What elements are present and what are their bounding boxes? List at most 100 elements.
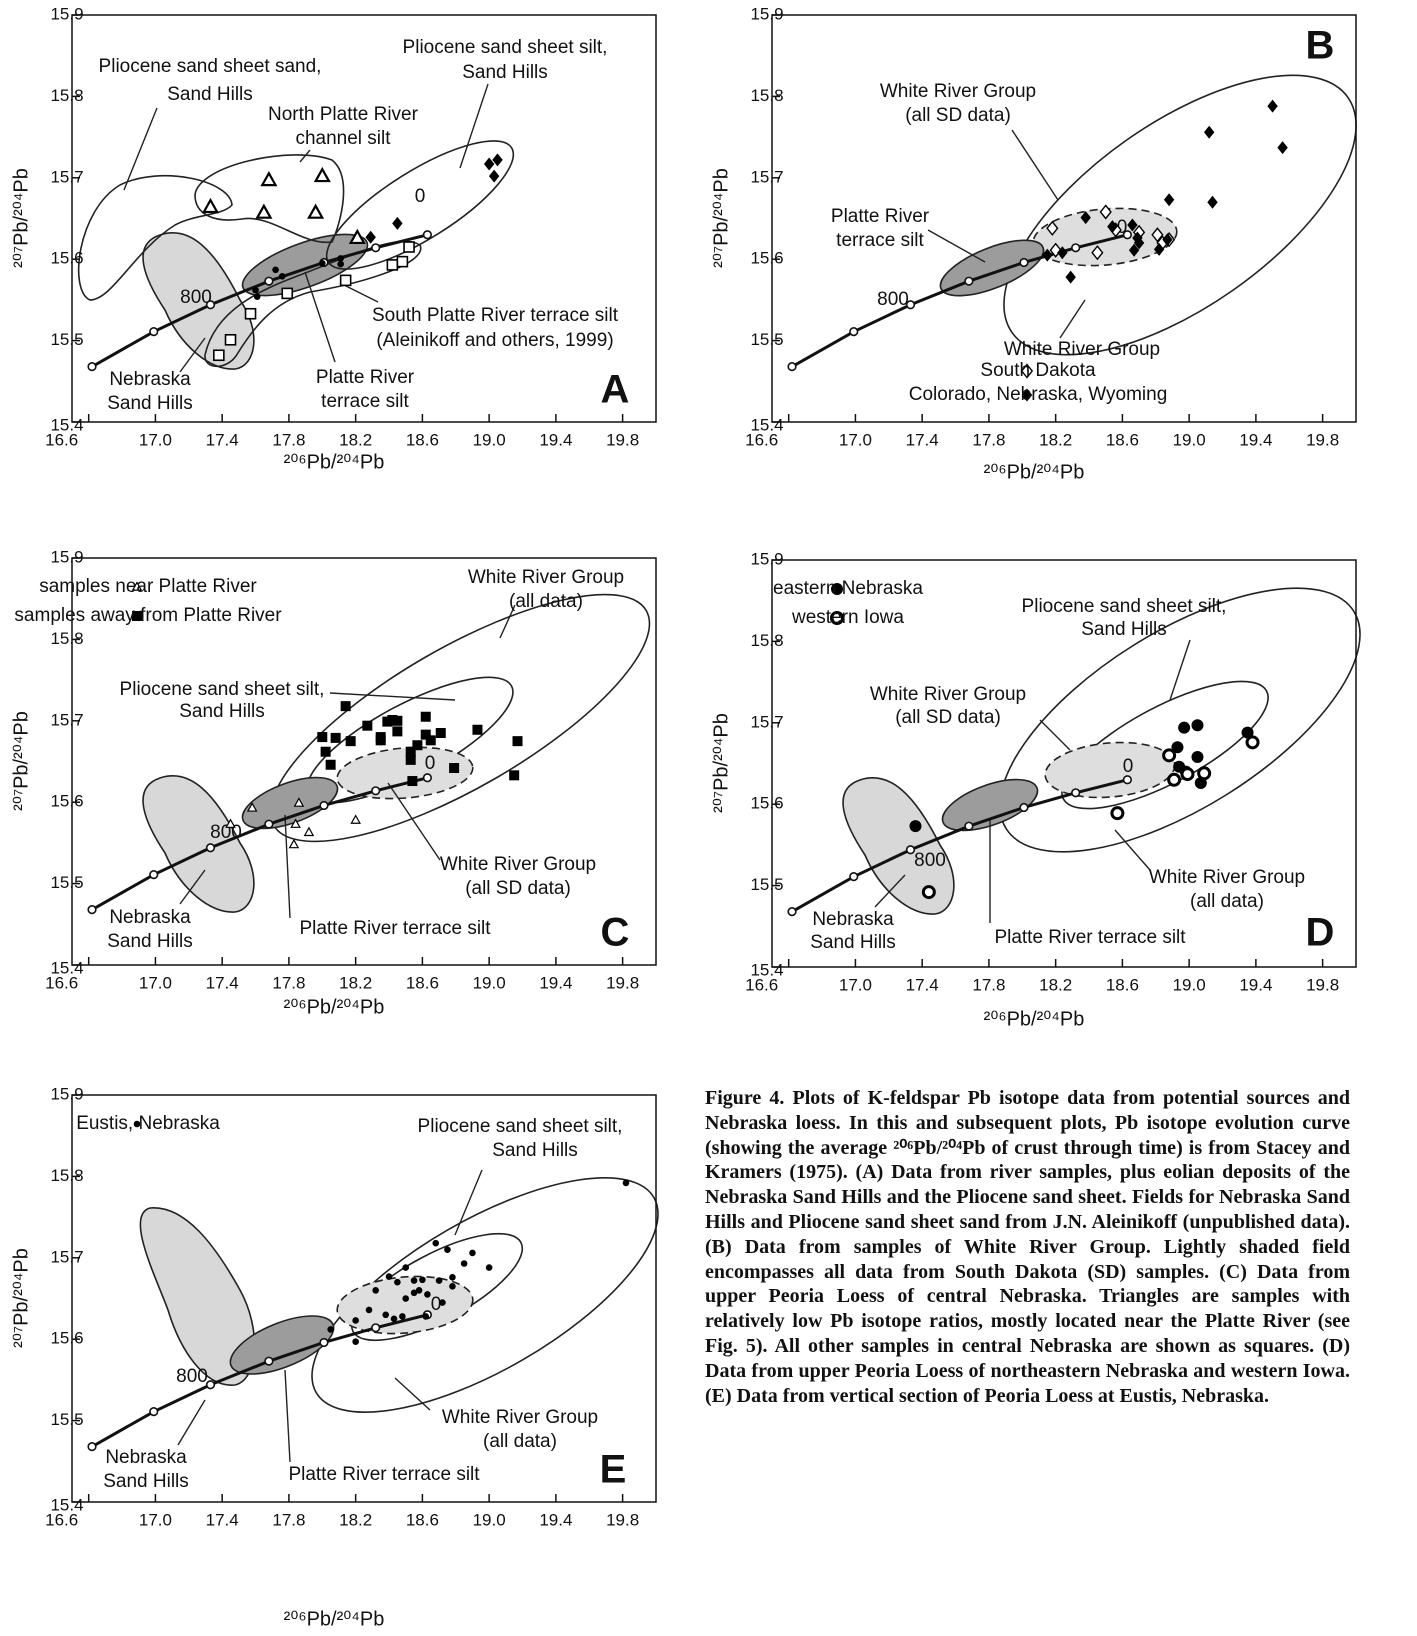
field <box>1003 74 1357 356</box>
curve-point <box>905 845 916 855</box>
y-tick-label: 15.9 <box>750 4 783 23</box>
x-tick-label: 19.0 <box>1173 975 1206 994</box>
data-point <box>512 736 523 747</box>
leader-line <box>927 129 1086 339</box>
annotation: White River Group <box>1149 867 1305 888</box>
data-point <box>402 1264 410 1271</box>
annotation: White River Group <box>440 854 596 875</box>
legend-label: samples away from Platte River <box>14 605 282 626</box>
data-point <box>1099 204 1112 220</box>
curve-point <box>205 1380 216 1390</box>
data-point <box>303 826 315 837</box>
x-tick-label: 18.6 <box>1106 975 1139 994</box>
y-axis-label: ²⁰⁷Pb/²⁰⁴Pb <box>710 168 732 268</box>
data-point <box>365 1306 373 1314</box>
x-tick-label: 17.8 <box>272 1510 305 1529</box>
x-tick-label: 16.6 <box>45 430 78 449</box>
panel: White River Group (all data) Pliocene sa… <box>10 547 657 1018</box>
curve-point <box>319 1337 329 1348</box>
field <box>336 746 474 800</box>
data-point <box>405 754 416 765</box>
data-point <box>444 1246 451 1253</box>
data-point <box>622 1179 630 1187</box>
data-point <box>293 797 305 807</box>
legend-symbol <box>132 611 142 621</box>
x-tick-label: 17.4 <box>206 1510 239 1529</box>
data-point <box>392 715 403 726</box>
x-tick-label: 17.0 <box>139 430 172 449</box>
annotation: terrace silt <box>321 391 409 412</box>
data-point <box>318 259 326 267</box>
field <box>1044 741 1176 799</box>
annotation: Platte River terrace silt <box>288 1464 480 1485</box>
x-axis-label: ²⁰⁶Pb/²⁰⁴Pb <box>284 451 385 473</box>
data-point <box>382 1311 389 1319</box>
x-tick-label: 19.8 <box>1306 430 1339 449</box>
field <box>142 775 255 913</box>
y-tick-label: 15.7 <box>750 712 783 731</box>
panel: White River Group (all SD data) Platte R… <box>710 4 1357 483</box>
annotation: 0 <box>1123 756 1134 777</box>
field <box>311 1177 659 1413</box>
data-point <box>412 740 423 751</box>
annotation: Sand Hills <box>167 84 253 105</box>
curve-point <box>371 1323 381 1333</box>
data-point <box>372 1287 379 1294</box>
data-point <box>320 746 331 757</box>
legend-label: western Iowa <box>791 607 904 628</box>
x-tick-label: 17.4 <box>206 430 239 449</box>
x-tick-label: 16.6 <box>45 973 78 992</box>
curve-point <box>87 362 97 372</box>
panel-label: C <box>601 911 630 955</box>
data-point <box>415 1287 423 1294</box>
y-tick-label: 15.7 <box>50 710 83 729</box>
annotation: Sand Hills <box>492 1140 578 1161</box>
x-tick-label: 18.2 <box>339 1510 372 1529</box>
x-tick-label: 19.4 <box>539 430 572 449</box>
panel: Pliocene sand sheet silt, Sand Hills 0 8… <box>10 1084 659 1630</box>
x-axis-label: ²⁰⁶Pb/²⁰⁴Pb <box>984 1008 1085 1030</box>
annotation: Pliocene sand sheet silt, <box>418 1116 623 1137</box>
field <box>336 1275 474 1335</box>
curve-point <box>264 276 274 286</box>
y-axis-label: ²⁰⁷Pb/²⁰⁴Pb <box>10 711 32 811</box>
plot-frame <box>71 1094 657 1503</box>
data-point <box>1203 125 1215 139</box>
data-point <box>1057 246 1068 260</box>
data-point <box>435 728 446 739</box>
x-tick-label: 18.6 <box>1106 430 1139 449</box>
x-tick-label: 18.2 <box>1039 430 1072 449</box>
data-point <box>449 1274 456 1281</box>
annotation: 0 <box>431 1294 442 1315</box>
data-point <box>313 166 331 183</box>
x-tick-label: 16.6 <box>45 1510 78 1529</box>
data-point <box>921 885 936 900</box>
data-point <box>278 272 286 280</box>
data-point <box>288 838 300 849</box>
curve-point <box>849 872 859 882</box>
data-point <box>352 1317 359 1324</box>
data-point <box>352 1338 359 1345</box>
curve-point <box>787 362 797 372</box>
annotation: White River Group <box>1004 339 1160 360</box>
y-tick-label: 15.5 <box>50 1410 83 1429</box>
data-point <box>483 157 495 171</box>
curve-point <box>1071 788 1081 798</box>
data-point <box>1107 220 1118 234</box>
y-tick-label: 15.9 <box>750 549 783 568</box>
data-point <box>1277 141 1288 155</box>
data-point <box>432 1239 440 1247</box>
x-tick-label: 18.2 <box>339 973 372 992</box>
y-tick-label: 15.7 <box>50 1247 83 1266</box>
x-tick-label: 17.8 <box>972 975 1005 994</box>
curve-point <box>422 230 433 240</box>
data-point <box>1191 719 1204 732</box>
data-point <box>307 203 325 219</box>
x-tick-label: 17.8 <box>272 430 305 449</box>
annotation: (all SD data) <box>895 707 1001 728</box>
legend-label: eastern Nebraska <box>773 578 923 599</box>
x-tick-label: 18.6 <box>406 1510 439 1529</box>
curve-point <box>1071 243 1081 253</box>
field <box>229 1315 335 1375</box>
